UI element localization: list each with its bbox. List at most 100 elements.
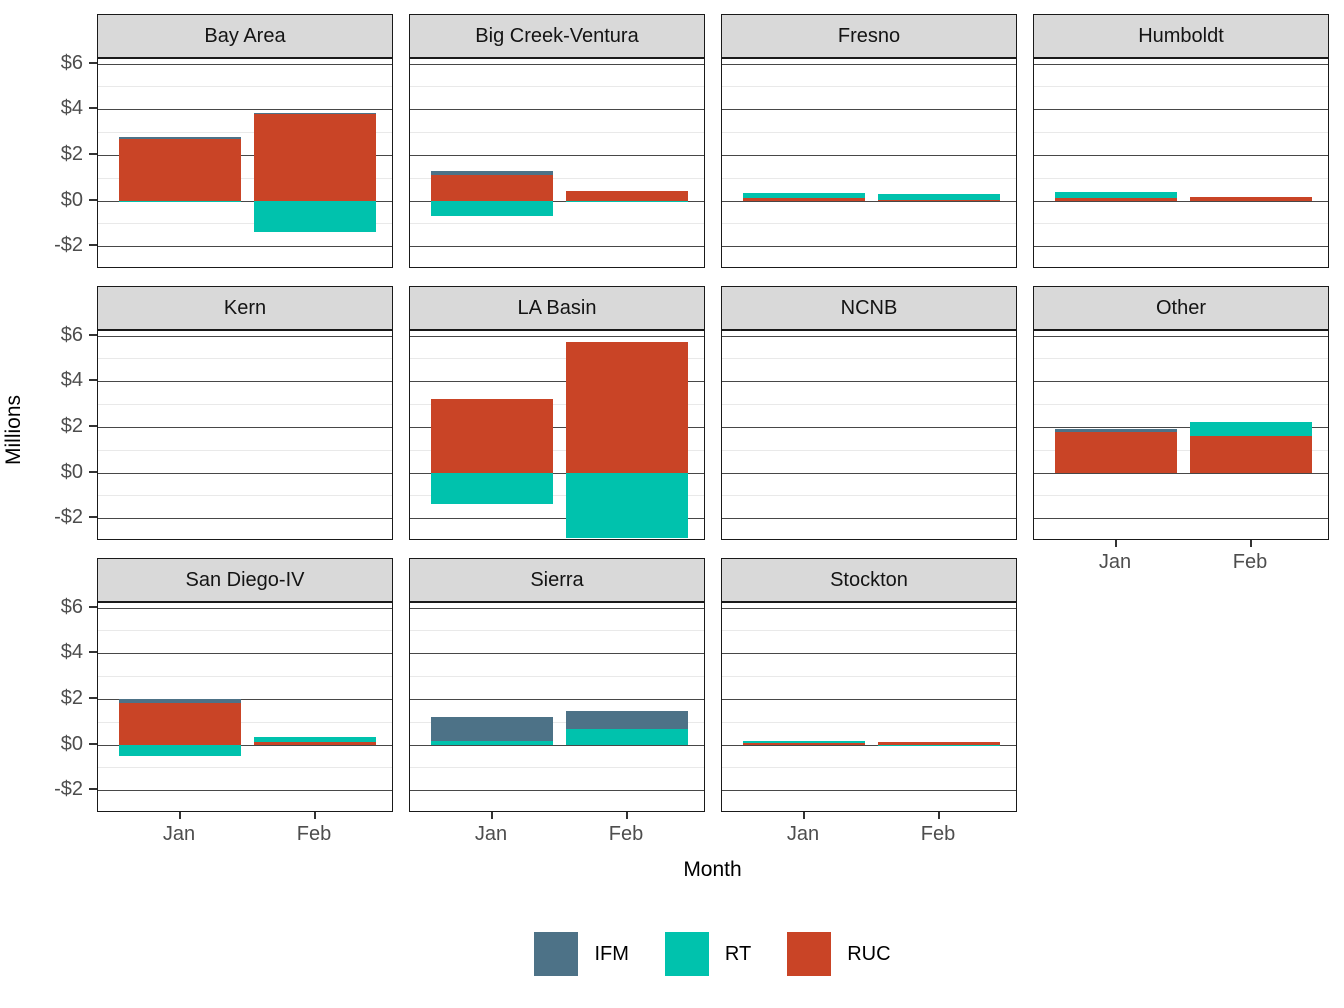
legend-label-ruc: RUC (847, 942, 891, 965)
major-gridline (98, 607, 392, 609)
x-tick-label: Feb (608, 823, 644, 845)
facet-plot (1033, 330, 1329, 540)
bar-segment-ruc (566, 191, 688, 201)
minor-gridline (410, 86, 704, 88)
major-gridline (722, 246, 1016, 248)
minor-gridline (410, 767, 704, 769)
y-tick (89, 379, 97, 382)
minor-gridline (722, 358, 1016, 360)
major-gridline (722, 63, 1016, 65)
major-gridline (410, 426, 704, 428)
minor-gridline (98, 223, 392, 225)
y-tick-label: $2 (60, 414, 83, 437)
facet-plot (409, 58, 705, 268)
major-gridline (722, 653, 1016, 655)
x-tick (314, 812, 316, 819)
facet-plot (721, 330, 1017, 540)
x-tick-label: Jan (786, 823, 820, 845)
bar-segment-ifm (431, 716, 553, 742)
y-tick-label: $6 (60, 323, 83, 346)
y-tick-label: $6 (60, 595, 83, 618)
x-tick-label: Jan (162, 823, 196, 845)
bar-segment-ruc (743, 743, 865, 745)
major-gridline (410, 698, 704, 700)
major-gridline (410, 744, 704, 746)
major-gridline (98, 790, 392, 792)
facet-title: NCNB (840, 296, 898, 319)
major-gridline (98, 653, 392, 655)
legend-label-rt: RT (724, 942, 752, 965)
major-gridline (722, 381, 1016, 383)
bar-segment-ruc (878, 199, 1000, 201)
minor-gridline (1034, 132, 1328, 134)
minor-gridline (1034, 86, 1328, 88)
x-tick-label: Feb (296, 823, 332, 845)
major-gridline (1034, 426, 1328, 428)
x-tick-label: Feb (1232, 551, 1268, 573)
y-tick-label: $2 (60, 686, 83, 709)
major-gridline (410, 335, 704, 337)
y-tick-label: $4 (60, 369, 83, 392)
minor-gridline (1034, 495, 1328, 497)
ifm-swatch-icon (534, 932, 579, 976)
bar-segment-ifm (431, 170, 553, 175)
major-gridline (722, 472, 1016, 474)
bar-segment-ruc (254, 113, 376, 201)
major-gridline (722, 109, 1016, 111)
x-tick-label: Feb (920, 823, 956, 845)
major-gridline (722, 607, 1016, 609)
minor-gridline (722, 86, 1016, 88)
facet-strip: NCNB (721, 286, 1017, 330)
major-gridline (1034, 518, 1328, 520)
minor-gridline (410, 630, 704, 632)
y-tick-label: $6 (60, 51, 83, 74)
major-gridline (722, 698, 1016, 700)
facet-title: Big Creek-Ventura (475, 24, 639, 47)
bar-segment-rt (566, 472, 688, 538)
minor-gridline (98, 449, 392, 451)
bar-segment-rt (254, 200, 376, 233)
minor-gridline (722, 404, 1016, 406)
major-gridline (98, 335, 392, 337)
minor-gridline (98, 630, 392, 632)
y-tick-label: $4 (60, 641, 83, 664)
x-tick (803, 812, 805, 819)
minor-gridline (410, 449, 704, 451)
major-gridline (98, 63, 392, 65)
x-tick (1250, 540, 1252, 547)
major-gridline (98, 744, 392, 746)
bar-segment-rt (254, 737, 376, 742)
facet-strip: Other (1033, 286, 1329, 330)
y-tick (89, 696, 97, 699)
minor-gridline (98, 676, 392, 678)
facet-strip: Bay Area (97, 14, 393, 58)
minor-gridline (722, 495, 1016, 497)
major-gridline (1034, 472, 1328, 474)
y-tick (89, 516, 97, 519)
facet-title: Other (1155, 296, 1207, 319)
y-tick-label: -$2 (54, 234, 83, 257)
major-gridline (98, 154, 392, 156)
y-tick-label: $0 (60, 188, 83, 211)
major-gridline (410, 109, 704, 111)
y-tick (89, 61, 97, 64)
major-gridline (1034, 63, 1328, 65)
x-tick (626, 812, 628, 819)
major-gridline (410, 154, 704, 156)
bar-segment-rt (119, 200, 241, 203)
facet-title: San Diego-IV (185, 568, 305, 591)
bar-segment-rt (878, 744, 1000, 746)
major-gridline (1034, 335, 1328, 337)
y-tick (89, 152, 97, 155)
y-tick (89, 470, 97, 473)
x-tick (179, 812, 181, 819)
minor-gridline (1034, 449, 1328, 451)
minor-gridline (722, 630, 1016, 632)
y-tick (89, 107, 97, 110)
major-gridline (410, 790, 704, 792)
x-tick (938, 812, 940, 819)
facet-strip: Stockton (721, 558, 1017, 602)
minor-gridline (98, 404, 392, 406)
y-tick (89, 605, 97, 608)
minor-gridline (722, 676, 1016, 678)
